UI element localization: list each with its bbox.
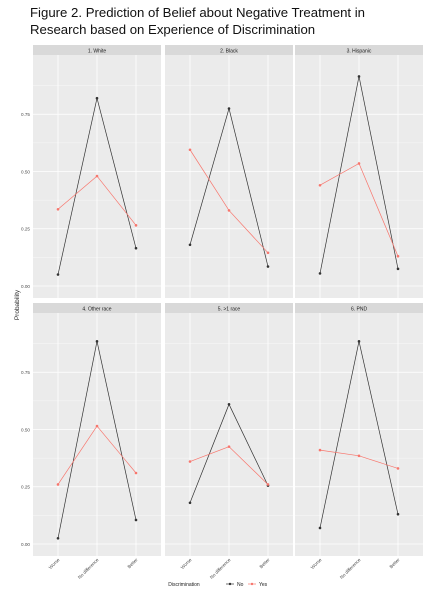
x-tick-label: Worse [48,557,61,570]
data-point-yes [227,209,231,212]
data-point-yes [95,174,99,178]
data-point-yes [266,483,270,486]
legend-key-point [250,582,254,586]
data-point-no [188,501,192,505]
facet-strip [295,45,423,55]
data-point-no [357,75,361,78]
facet-2-black: 2. Black [165,45,293,298]
x-tick-label: Worse [310,557,323,570]
data-point-yes [134,224,138,227]
x-tick-label: No difference [339,557,362,580]
data-point-yes [56,483,60,486]
x-axes: Worse No difference Better Worse No differen… [48,557,401,580]
facet-3-hispanic: 3. Hispanic [295,45,423,298]
data-point-no [357,340,361,343]
y-tick-label: 0.25 [21,485,30,490]
data-point-no [95,340,99,343]
data-point-yes [357,454,361,458]
legend-key-point [228,582,232,586]
data-point-yes [318,448,322,452]
legend: Discrimination No Yes [168,582,267,588]
y-tick-label: 0.75 [21,370,30,375]
data-point-yes [188,148,192,152]
facet-strip [165,303,293,313]
legend-title: Discrimination [168,582,200,588]
data-point-no [227,107,231,110]
facet-1-white: 1. White 0.00 0.25 0.50 0.75 [21,45,161,298]
x-tick-label: Better [258,557,271,570]
x-tick-label: Worse [180,557,193,570]
y-tick-label: 0.25 [21,227,30,232]
facet-strip [33,303,161,313]
legend-entry-no: No [226,582,244,588]
data-point-yes [266,251,270,255]
y-tick-label: 0.00 [21,542,30,547]
x-tick-label: No difference [77,557,100,580]
data-point-no [396,512,400,516]
legend-label: Yes [259,582,268,588]
data-point-no [134,518,138,522]
facet-4-other-race: 4. Other race 0.00 0.25 0.50 0.75 [21,303,161,556]
data-point-no [318,272,322,275]
data-point-no [188,243,192,247]
y-axis-label: Probability [14,289,21,320]
figure-title: Figure 2. Prediction of Belief about Neg… [30,5,365,37]
facet-strip [165,45,293,55]
y-tick-label: 0.00 [21,284,30,289]
facet-title: 2. Black [220,49,238,55]
data-point-no [56,536,60,540]
facet-title: 1. White [88,49,107,55]
data-point-no [134,246,138,250]
data-point-yes [227,445,231,448]
facet-panels: 1. White 0.00 0.25 0.50 0.75 2. Black 3. Hispa… [21,45,423,556]
data-point-yes [188,460,192,463]
facet-title: 4. Other race [82,307,111,313]
data-point-no [266,265,270,268]
data-point-no [396,267,400,271]
facet-title: 3. Hispanic [347,49,372,55]
x-tick-label: No difference [209,557,232,580]
data-point-yes [396,467,400,470]
legend-entry-yes: Yes [248,582,268,588]
y-tick-label: 0.50 [21,427,30,432]
facet-title: 5. >1 race [218,307,241,313]
facet-strip [33,45,161,55]
y-tick-label: 0.50 [21,169,30,174]
x-tick-label: Better [126,557,139,570]
data-point-yes [95,424,99,428]
data-point-yes [318,183,322,187]
x-tick-label: Better [388,557,401,570]
legend-label: No [237,582,244,588]
data-point-no [318,526,322,530]
data-point-yes [134,471,138,475]
data-point-yes [357,162,361,165]
data-point-yes [56,207,60,211]
data-point-no [95,96,99,100]
data-point-yes [396,254,400,258]
facet-strip [295,303,423,313]
facet-6-pnd: 6. PND [295,303,423,556]
y-tick-label: 0.75 [21,112,30,117]
data-point-no [56,273,60,276]
facet-title: 6. PND [351,307,368,313]
data-point-no [227,403,231,406]
facet-5-1-race: 5. >1 race [165,303,293,556]
